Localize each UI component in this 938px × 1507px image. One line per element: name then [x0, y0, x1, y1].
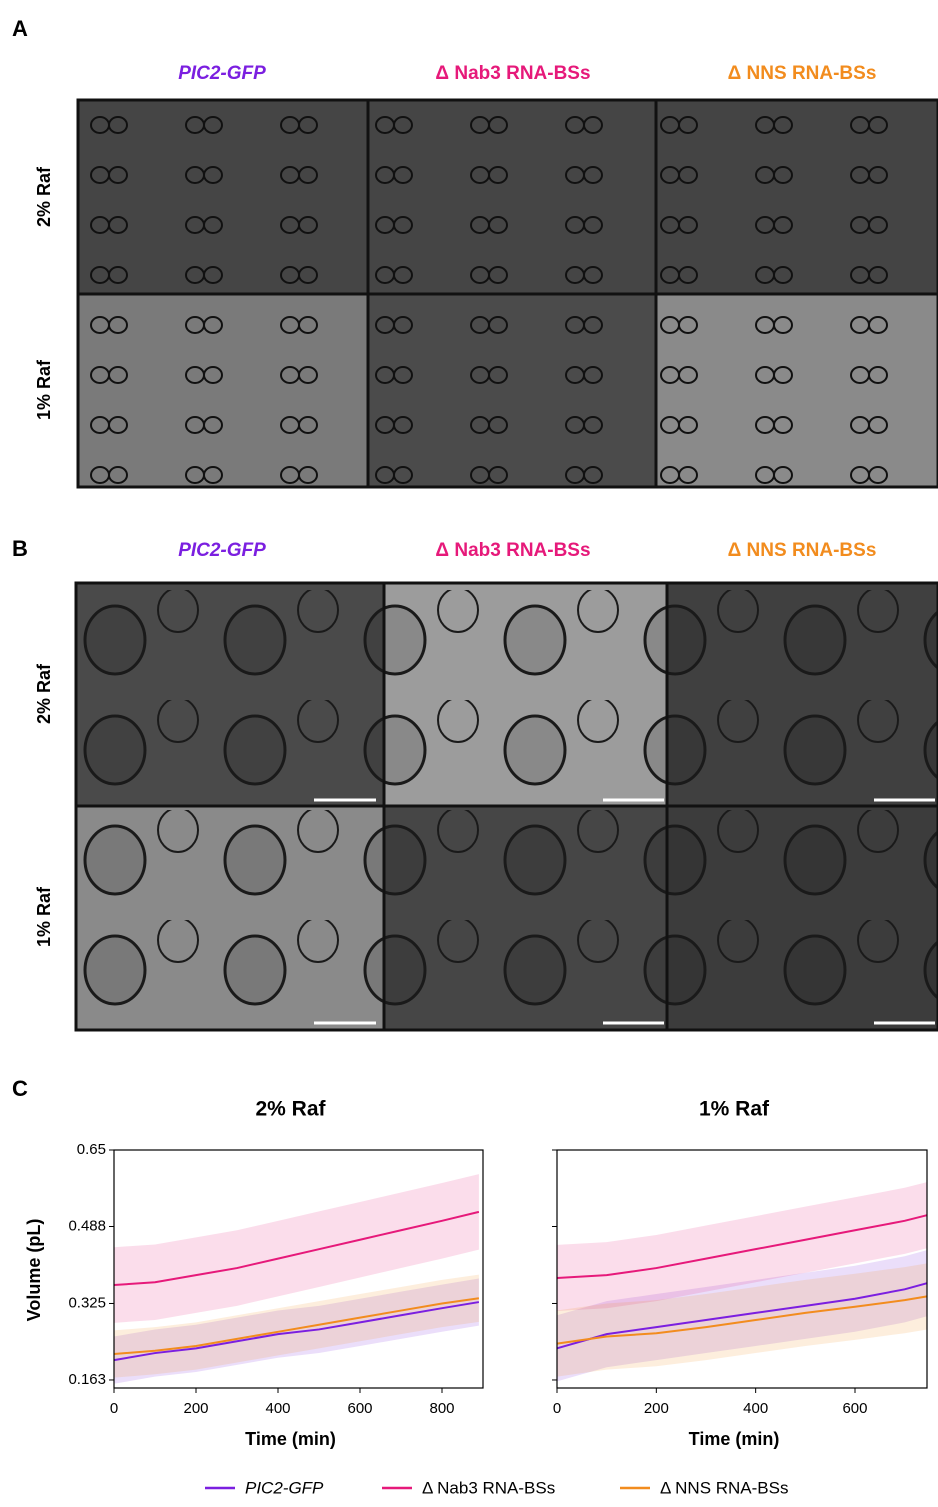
column-header: Δ NNS RNA-BSs [728, 540, 877, 561]
x-axis-label: Time (min) [245, 1429, 336, 1449]
y-axis-label: Volume (pL) [24, 1219, 44, 1322]
row-label: 2% Raf [34, 663, 54, 724]
column-header: PIC2-GFP [178, 540, 266, 561]
row-label: 2% Raf [34, 166, 54, 227]
column-header: Δ Nab3 RNA-BSs [435, 540, 590, 561]
legend-label: Δ NNS RNA-BSs [660, 1478, 789, 1497]
x-tick-label: 800 [429, 1400, 454, 1417]
x-tick-label: 600 [347, 1400, 372, 1417]
y-tick-label: 0.65 [77, 1141, 106, 1158]
row-label: 1% Raf [34, 359, 54, 420]
chart-title: 2% Raf [255, 1098, 326, 1121]
chart-title: 1% Raf [699, 1098, 770, 1121]
x-tick-label: 600 [842, 1400, 867, 1417]
panel-label: C [12, 1076, 28, 1101]
panel-a: A [12, 16, 938, 487]
legend-label: PIC2-GFP [245, 1478, 324, 1497]
column-header: Δ Nab3 RNA-BSs [435, 63, 590, 84]
row-label: 1% Raf [34, 886, 54, 947]
column-header: PIC2-GFP [178, 63, 266, 84]
x-tick-label: 400 [743, 1400, 768, 1417]
figure: A B C Volume (pL) PIC2-GFP Δ Nab3 RNA-BSs… [0, 0, 938, 1502]
panel-b: B [12, 536, 938, 1030]
x-tick-label: 0 [553, 1400, 561, 1417]
panel-label: A [12, 16, 28, 41]
y-tick-label: 0.488 [68, 1217, 106, 1234]
y-tick-label: 0.163 [68, 1371, 106, 1388]
x-tick-label: 200 [183, 1400, 208, 1417]
x-tick-label: 200 [644, 1400, 669, 1417]
panel-label: B [12, 536, 28, 561]
legend-label: Δ Nab3 RNA-BSs [422, 1478, 555, 1497]
column-header: Δ NNS RNA-BSs [728, 63, 877, 84]
y-tick-label: 0.325 [68, 1294, 106, 1311]
x-axis-label: Time (min) [689, 1429, 780, 1449]
x-tick-label: 400 [265, 1400, 290, 1417]
x-tick-label: 0 [110, 1400, 118, 1417]
